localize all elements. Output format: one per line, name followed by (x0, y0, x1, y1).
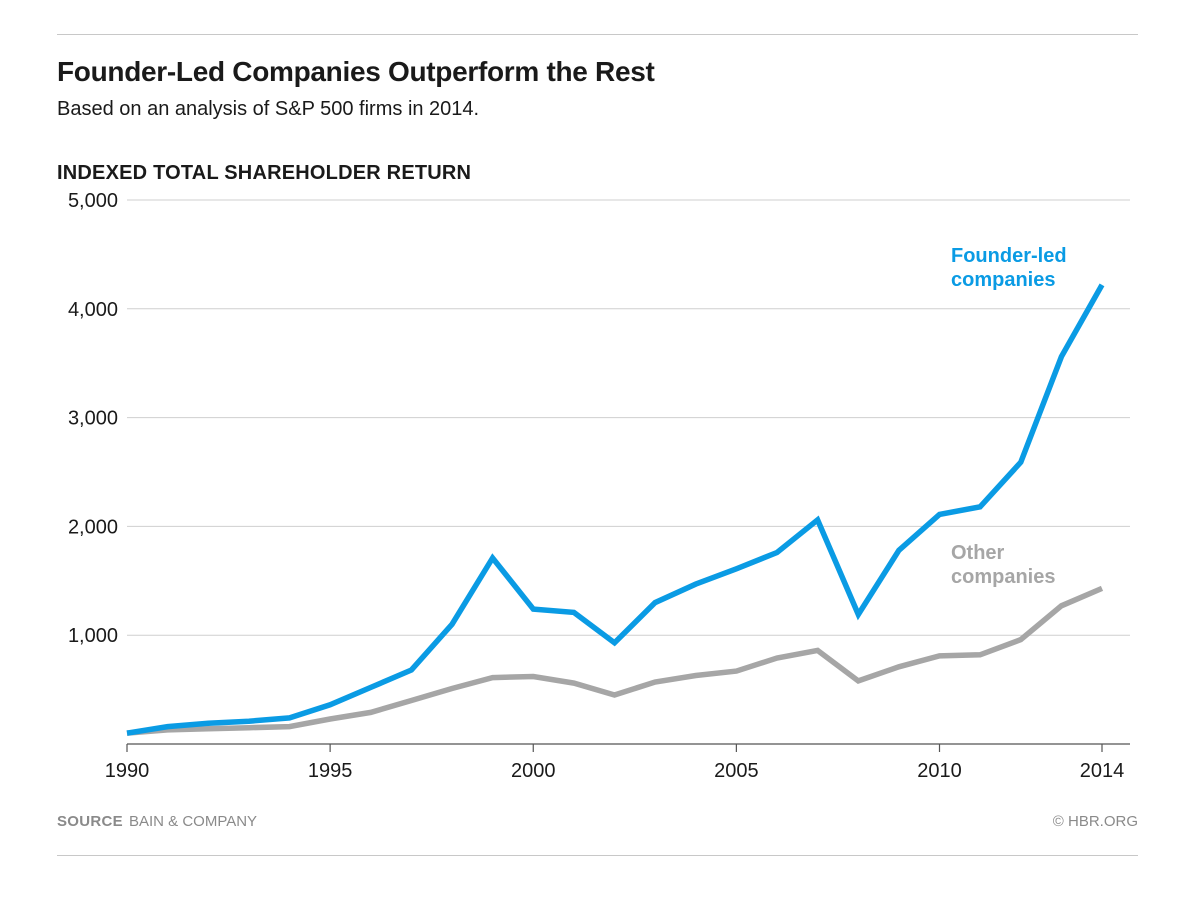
series-line-founder-led-companies (126, 283, 1105, 736)
source-note: SOURCE BAIN & COMPANY (57, 813, 257, 830)
x-tick-label: 2014 (1080, 760, 1125, 782)
series-label-founder-led: Founder-led (951, 245, 1067, 267)
x-tick-label: 2010 (917, 760, 962, 782)
chart-title: Founder-Led Companies Outperform the Res… (57, 56, 655, 87)
x-tick-label: 2000 (511, 760, 556, 782)
y-tick-label: 3,000 (68, 408, 118, 430)
source-key: SOURCE (57, 813, 123, 830)
x-tick-label: 1990 (105, 760, 150, 782)
x-tick-label: 1995 (308, 760, 353, 782)
bottom-rule (57, 855, 1138, 856)
source-value: BAIN & COMPANY (128, 813, 258, 830)
series-label-other: Other (951, 542, 1005, 564)
y-axis-label: INDEXED TOTAL SHAREHOLDER RETURN (57, 162, 472, 184)
top-rule (57, 34, 1138, 35)
x-tick-label: 2005 (714, 760, 759, 782)
series-label-other: companies (951, 566, 1055, 588)
y-tick-label: 1,000 (68, 625, 118, 647)
copyright-credit: © HBR.ORG (1052, 813, 1138, 830)
chart-subtitle: Based on an analysis of S&P 500 firms in… (57, 98, 480, 120)
y-tick-label: 2,000 (68, 516, 118, 538)
series-line-other-companies (126, 585, 1104, 736)
y-tick-label: 5,000 (68, 190, 118, 212)
series-label-founder-led: companies (951, 269, 1055, 291)
y-tick-label: 4,000 (68, 299, 118, 321)
